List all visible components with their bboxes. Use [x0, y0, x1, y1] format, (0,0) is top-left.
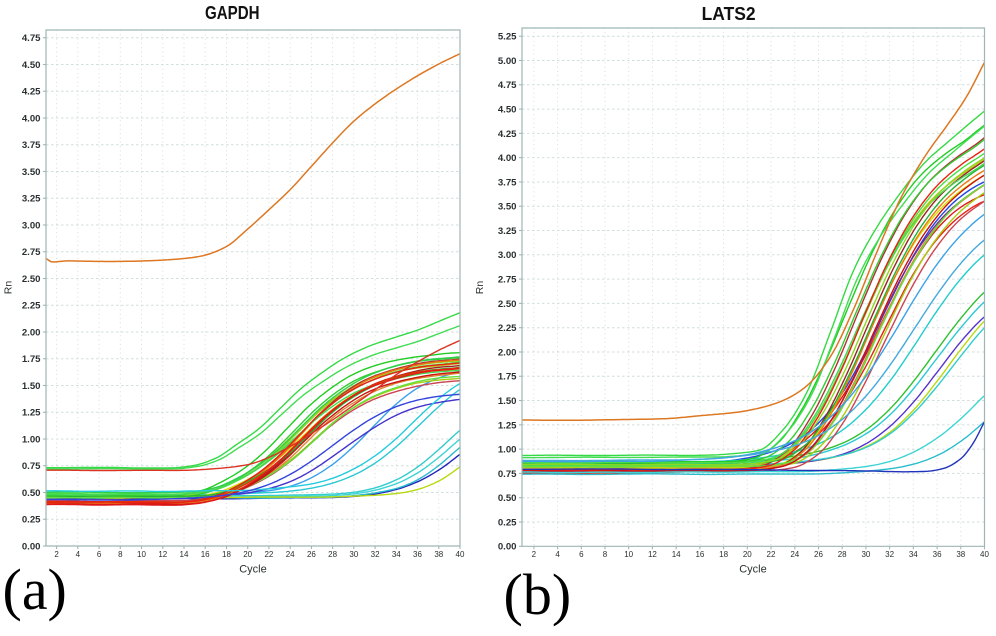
- svg-text:20: 20: [243, 550, 252, 559]
- svg-text:10: 10: [624, 550, 633, 559]
- svg-text:4.25: 4.25: [498, 129, 517, 140]
- svg-text:LATS2: LATS2: [702, 4, 756, 24]
- svg-text:12: 12: [648, 550, 657, 559]
- svg-text:8: 8: [603, 550, 608, 559]
- svg-text:2: 2: [54, 550, 59, 559]
- svg-text:32: 32: [371, 550, 380, 559]
- svg-text:3.25: 3.25: [498, 226, 517, 237]
- svg-text:12: 12: [158, 550, 167, 559]
- svg-text:(a): (a): [3, 557, 67, 622]
- svg-text:4.25: 4.25: [22, 87, 41, 98]
- svg-text:14: 14: [180, 550, 189, 559]
- svg-text:22: 22: [264, 550, 273, 559]
- svg-text:2.50: 2.50: [498, 299, 517, 310]
- svg-text:36: 36: [413, 550, 422, 559]
- svg-text:Cycle: Cycle: [739, 564, 767, 576]
- svg-text:4.50: 4.50: [498, 104, 517, 115]
- svg-text:32: 32: [885, 550, 894, 559]
- svg-text:8: 8: [118, 550, 123, 559]
- svg-text:26: 26: [814, 550, 823, 559]
- svg-text:Rn: Rn: [3, 281, 15, 295]
- svg-text:2.25: 2.25: [22, 301, 41, 312]
- svg-text:1.75: 1.75: [498, 372, 517, 383]
- svg-text:2: 2: [532, 550, 537, 559]
- svg-text:1.25: 1.25: [498, 420, 517, 431]
- svg-text:2.00: 2.00: [498, 347, 517, 358]
- svg-text:Rn: Rn: [474, 281, 486, 295]
- svg-text:0.25: 0.25: [498, 517, 517, 528]
- svg-text:0.00: 0.00: [22, 541, 41, 552]
- svg-text:14: 14: [672, 550, 681, 559]
- svg-text:38: 38: [434, 550, 443, 559]
- svg-text:38: 38: [956, 550, 965, 559]
- svg-text:4.00: 4.00: [498, 153, 517, 164]
- svg-text:3.25: 3.25: [22, 194, 41, 205]
- svg-text:1.75: 1.75: [22, 354, 41, 365]
- svg-text:4.75: 4.75: [498, 80, 517, 91]
- svg-text:3.00: 3.00: [498, 250, 517, 261]
- svg-text:2.25: 2.25: [498, 323, 517, 334]
- svg-text:1.00: 1.00: [498, 445, 517, 456]
- svg-text:10: 10: [137, 550, 146, 559]
- svg-text:20: 20: [743, 550, 752, 559]
- svg-text:2.75: 2.75: [22, 247, 41, 258]
- svg-text:36: 36: [933, 550, 942, 559]
- svg-text:0.50: 0.50: [498, 493, 517, 504]
- svg-text:2.50: 2.50: [22, 274, 41, 285]
- svg-text:1.25: 1.25: [22, 408, 41, 419]
- svg-text:30: 30: [349, 550, 358, 559]
- svg-text:18: 18: [222, 550, 231, 559]
- svg-text:28: 28: [328, 550, 337, 559]
- svg-text:5.25: 5.25: [498, 32, 517, 43]
- svg-text:16: 16: [201, 550, 210, 559]
- svg-text:(b): (b): [504, 562, 572, 627]
- svg-text:24: 24: [286, 550, 295, 559]
- svg-text:26: 26: [307, 550, 316, 559]
- svg-text:GAPDH: GAPDH: [205, 3, 260, 23]
- svg-text:6: 6: [97, 550, 102, 559]
- svg-text:40: 40: [980, 550, 989, 559]
- svg-text:2.75: 2.75: [498, 275, 517, 286]
- svg-text:0.00: 0.00: [498, 542, 517, 553]
- svg-text:4: 4: [76, 550, 81, 559]
- svg-text:4.75: 4.75: [22, 33, 41, 44]
- svg-text:34: 34: [392, 550, 401, 559]
- svg-text:1.50: 1.50: [498, 396, 517, 407]
- svg-text:0.25: 0.25: [22, 515, 41, 526]
- svg-text:40: 40: [456, 550, 465, 559]
- svg-text:3.50: 3.50: [498, 202, 517, 213]
- svg-text:3.00: 3.00: [22, 220, 41, 231]
- svg-text:2.00: 2.00: [22, 327, 41, 338]
- svg-text:30: 30: [861, 550, 870, 559]
- svg-text:4.50: 4.50: [22, 60, 41, 71]
- svg-text:0.50: 0.50: [22, 488, 41, 499]
- svg-text:0.75: 0.75: [498, 469, 517, 480]
- svg-text:1.50: 1.50: [22, 381, 41, 392]
- svg-text:3.75: 3.75: [22, 140, 41, 151]
- svg-text:4.00: 4.00: [22, 113, 41, 124]
- svg-text:0.75: 0.75: [22, 461, 41, 472]
- svg-text:4: 4: [555, 550, 560, 559]
- svg-text:24: 24: [790, 550, 799, 559]
- svg-text:6: 6: [579, 550, 584, 559]
- svg-text:28: 28: [838, 550, 847, 559]
- svg-text:16: 16: [695, 550, 704, 559]
- svg-text:22: 22: [767, 550, 776, 559]
- svg-text:Cycle: Cycle: [239, 564, 267, 576]
- svg-text:3.75: 3.75: [498, 177, 517, 188]
- svg-text:34: 34: [909, 550, 918, 559]
- svg-text:5.00: 5.00: [498, 56, 517, 67]
- svg-text:18: 18: [719, 550, 728, 559]
- svg-text:3.50: 3.50: [22, 167, 41, 178]
- svg-text:1.00: 1.00: [22, 434, 41, 445]
